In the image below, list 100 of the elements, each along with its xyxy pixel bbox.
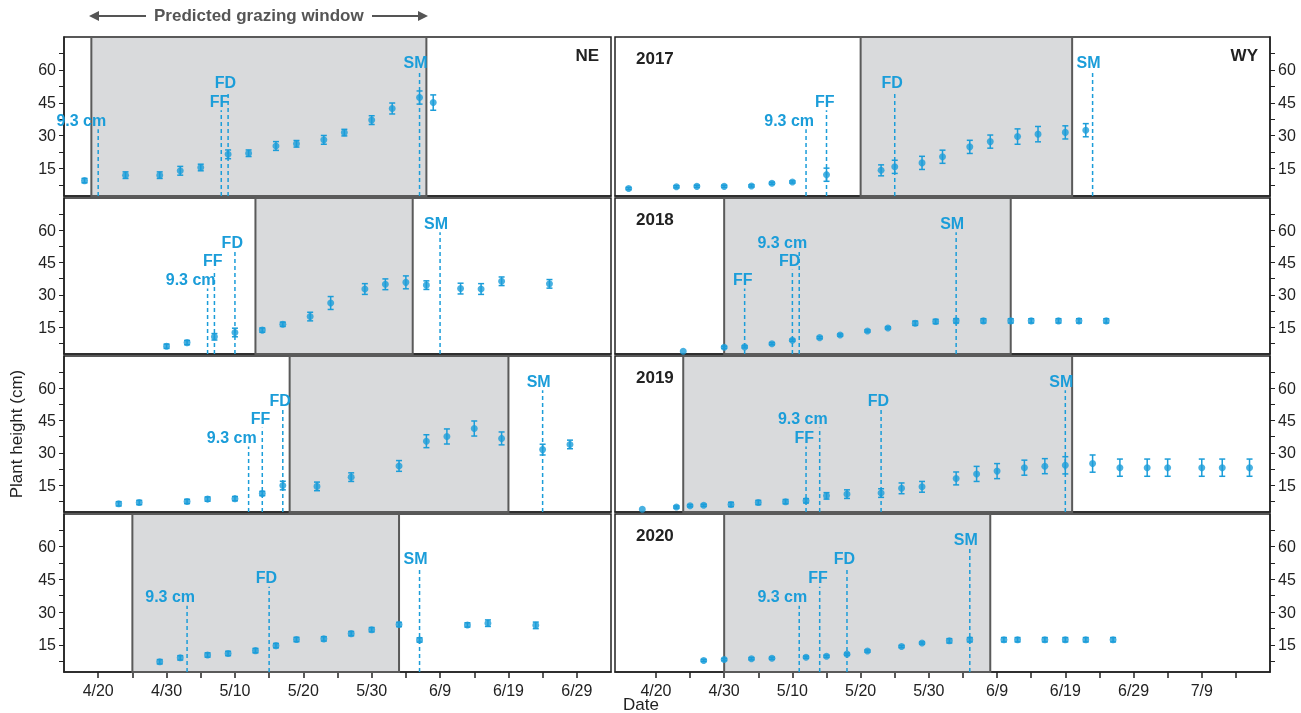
y-axis-title: Plant height (cm): [7, 369, 26, 499]
y2-tick-label: 60: [1278, 538, 1296, 556]
y-tick-label: 15: [38, 636, 57, 654]
y-tick-label: 30: [38, 603, 57, 621]
point: [498, 434, 506, 442]
point: [1020, 464, 1028, 472]
ref-line-label: 9.3 cm: [206, 428, 257, 446]
text: 2020: [636, 526, 674, 545]
x-tick-label: 6/29: [1117, 681, 1150, 699]
x-tick-label: 6/9: [985, 681, 1009, 699]
y-tick-label: 45: [38, 254, 57, 272]
point: [1246, 464, 1254, 472]
point: [952, 474, 960, 482]
ref-line-label: FD: [255, 569, 278, 587]
y2-tick-label: 45: [1278, 570, 1296, 588]
x-tick-label: 5/20: [287, 681, 319, 699]
point: [470, 425, 478, 433]
ref-line-label: FD: [881, 73, 903, 91]
point: [966, 143, 974, 151]
text: 2018: [636, 210, 674, 229]
y-tick-label: 60: [38, 379, 57, 397]
y2-tick-label: 45: [1278, 94, 1296, 112]
y2-tick-label: 30: [1278, 286, 1296, 304]
ref-line-label: 9.3 cm: [145, 588, 196, 606]
point: [1041, 462, 1049, 470]
point: [1061, 128, 1069, 136]
point: [1116, 464, 1124, 472]
ref-line-label: 9.3 cm: [757, 233, 808, 251]
x-tick-label: 7/9: [1190, 681, 1213, 699]
y2-tick-label: 15: [1278, 636, 1296, 654]
y2-tick-label: 45: [1278, 412, 1296, 430]
point: [1143, 464, 1151, 472]
x-tick-label: 6/29: [561, 681, 593, 699]
y2-tick-label: 30: [1278, 127, 1296, 145]
y2-tick-label: 60: [1278, 379, 1296, 397]
ref-line-label: FF: [733, 270, 753, 288]
x-tick-label: 5/30: [356, 681, 388, 699]
point: [1164, 464, 1172, 472]
ref-line-label: FF: [202, 252, 223, 270]
point: [891, 163, 899, 171]
text: 2017: [636, 49, 674, 68]
legend-label: Predicted grazing window: [153, 6, 365, 26]
point: [939, 153, 946, 161]
ref-line-label: SM: [953, 531, 978, 549]
y-tick-label: 60: [38, 221, 57, 239]
y2-tick-label: 30: [1278, 444, 1296, 462]
point: [429, 99, 437, 107]
x-tick-label: 4/30: [150, 681, 183, 699]
point: [416, 94, 424, 102]
ref-line-label: SM: [940, 214, 965, 232]
ref-line-label: FF: [250, 410, 271, 428]
y-tick-label: 60: [38, 61, 57, 79]
y2-tick-label: 60: [1278, 221, 1296, 239]
ref-line-label: 9.3 cm: [757, 588, 808, 606]
y-tick-label: 15: [38, 318, 57, 336]
point: [986, 138, 994, 146]
ref-line-label: FF: [209, 92, 230, 110]
ref-line-label: SM: [526, 372, 551, 390]
y2-tick-label: 30: [1278, 603, 1296, 621]
point: [402, 278, 410, 286]
x-tick-label: 4/20: [82, 681, 114, 699]
y-tick-label: 30: [38, 444, 57, 462]
x-tick-label: 6/19: [492, 681, 525, 699]
y2-tick-label: 15: [1278, 318, 1296, 336]
y-tick-label: 15: [38, 476, 57, 494]
annotation: WY: [1230, 46, 1259, 65]
point: [973, 470, 981, 478]
point: [1082, 126, 1090, 134]
ref-line-label: SM: [424, 214, 449, 232]
ref-line-label: 9.3 cm: [777, 410, 828, 428]
y2-tick-label: 15: [1278, 160, 1296, 178]
y-tick-label: 45: [38, 570, 57, 588]
point: [1089, 460, 1097, 468]
annotation: NE: [575, 46, 600, 65]
ref-line-label: SM: [403, 550, 428, 568]
ref-line-label: FD: [779, 252, 801, 270]
ref-line-label: FD: [214, 73, 237, 91]
y-tick-label: 30: [38, 127, 57, 145]
point: [823, 171, 831, 179]
x-tick-label: 6/9: [428, 681, 452, 699]
ref-line-label: FF: [808, 569, 828, 587]
ref-line-label: FF: [794, 428, 815, 446]
text: 2019: [636, 368, 674, 387]
ref-line-label: FD: [867, 391, 890, 409]
ref-line-label: 9.3 cm: [764, 111, 815, 129]
ref-line-label: FD: [833, 550, 855, 568]
x-tick-label: 5/10: [776, 681, 809, 699]
y2-tick-label: 45: [1278, 254, 1296, 272]
y-tick-label: 15: [38, 160, 57, 178]
y-tick-label: 45: [38, 94, 57, 112]
point: [422, 437, 430, 445]
y-tick-label: 60: [38, 538, 57, 556]
y-tick-label: 30: [38, 286, 57, 304]
point: [327, 299, 335, 307]
point: [679, 347, 687, 355]
ref-line-label: 9.3 cm: [165, 270, 216, 288]
x-tick-label: 6/19: [1049, 681, 1081, 699]
x-tick-label: 5/30: [913, 681, 945, 699]
point: [638, 505, 646, 513]
point: [443, 432, 451, 440]
